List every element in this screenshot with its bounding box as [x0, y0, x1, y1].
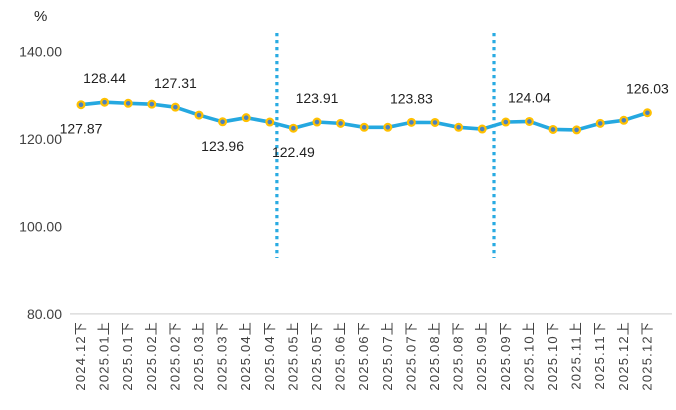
data-label: 126.03: [626, 81, 669, 97]
x-axis-tick-label: 2025.12下: [639, 321, 654, 391]
x-axis-tick-label: 2025.08上: [427, 321, 442, 391]
x-axis-tick-label: 2025.04下: [262, 321, 277, 391]
data-point-marker: [241, 113, 251, 123]
data-point-marker: [194, 110, 204, 120]
data-point-marker: [572, 125, 582, 135]
x-axis-tick-label: 2025.05下: [309, 321, 324, 391]
data-point-marker: [170, 102, 180, 112]
y-axis-tick-label: 80.00: [27, 306, 62, 322]
y-axis-tick-label: 120.00: [19, 131, 62, 147]
data-label: 122.49: [272, 144, 315, 160]
x-axis-tick-label: 2025.07下: [403, 321, 418, 391]
x-axis-tick-label: 2025.10上: [521, 321, 536, 391]
data-point-marker: [619, 115, 629, 125]
data-point-marker: [454, 122, 464, 132]
x-axis-tick-label: 2025.09上: [474, 321, 489, 391]
x-axis-tick-label: 2025.08下: [451, 321, 466, 391]
x-axis-tick-label: 2025.09下: [498, 321, 513, 391]
x-axis-tick-label: 2025.01下: [120, 321, 135, 391]
data-point-marker: [76, 100, 86, 110]
x-axis-tick-label: 2025.06上: [333, 321, 348, 391]
data-point-marker: [430, 117, 440, 127]
data-point-marker: [123, 98, 133, 108]
y-axis-unit-label: %: [34, 8, 48, 25]
data-point-marker: [288, 123, 298, 133]
x-axis-tick-label: 2025.04上: [238, 321, 253, 391]
x-axis-tick-label: 2025.10下: [545, 321, 560, 391]
data-point-marker: [383, 122, 393, 132]
data-point-marker: [218, 117, 228, 127]
data-label: 127.31: [154, 75, 197, 91]
data-point-marker: [501, 117, 511, 127]
x-axis-tick-label: 2025.11上: [569, 321, 584, 390]
x-axis-tick-label: 2025.03上: [191, 321, 206, 391]
y-axis-tick-label: 100.00: [19, 219, 62, 235]
x-axis-tick-label: 2025.02下: [167, 321, 182, 391]
data-label: 123.83: [390, 90, 433, 106]
data-point-marker: [100, 97, 110, 107]
x-axis-tick-label: 2025.06下: [356, 321, 371, 391]
data-point-marker: [312, 117, 322, 127]
data-point-marker: [595, 118, 605, 128]
data-point-marker: [359, 122, 369, 132]
data-label: 127.87: [60, 121, 103, 137]
x-axis-tick-label: 2024.12下: [73, 321, 88, 391]
x-axis-tick-label: 2025.01上: [97, 321, 112, 391]
data-point-marker: [406, 117, 416, 127]
data-point-marker: [336, 118, 346, 128]
data-label: 123.91: [296, 90, 339, 106]
x-axis-tick-label: 2025.07上: [380, 321, 395, 391]
data-point-marker: [642, 108, 652, 118]
data-point-marker: [524, 116, 534, 126]
data-point-marker: [265, 117, 275, 127]
x-axis-tick-label: 2025.02上: [144, 321, 159, 391]
data-point-marker: [548, 124, 558, 134]
data-point-marker: [477, 124, 487, 134]
data-label: 128.44: [83, 70, 126, 86]
y-axis-tick-label: 140.00: [19, 44, 62, 60]
data-label: 124.04: [508, 89, 551, 105]
x-axis-tick-label: 2025.12上: [616, 321, 631, 391]
data-point-marker: [147, 99, 157, 109]
x-axis-tick-label: 2025.05上: [285, 321, 300, 391]
x-axis-tick-label: 2025.03下: [215, 321, 230, 391]
data-label: 123.96: [201, 138, 244, 154]
x-axis-tick-label: 2025.11下: [592, 321, 607, 390]
